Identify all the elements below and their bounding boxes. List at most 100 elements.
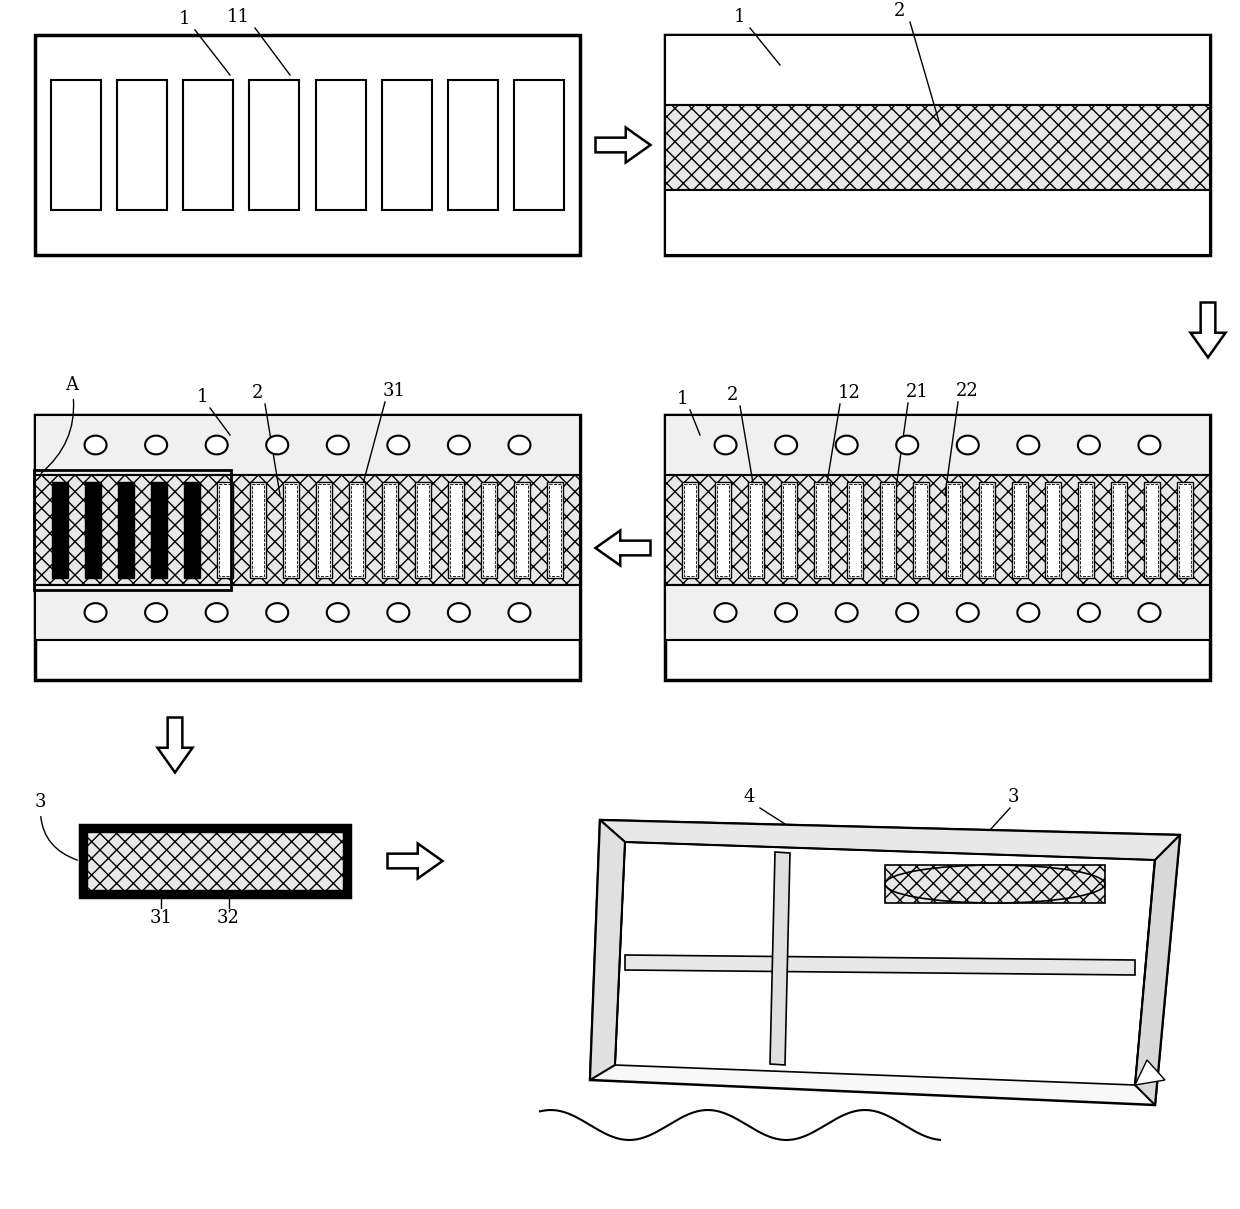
- Bar: [184, 482, 200, 578]
- Bar: [81, 825, 350, 897]
- Bar: [515, 482, 529, 578]
- Bar: [913, 482, 929, 578]
- Bar: [885, 864, 1105, 903]
- Bar: [1114, 484, 1125, 575]
- Ellipse shape: [714, 435, 737, 455]
- Bar: [35, 415, 580, 679]
- Bar: [384, 484, 396, 575]
- Bar: [682, 482, 698, 578]
- Bar: [665, 415, 1210, 679]
- Bar: [217, 482, 233, 578]
- Text: 1: 1: [196, 388, 208, 406]
- Bar: [1146, 484, 1158, 575]
- Text: 2: 2: [894, 2, 905, 21]
- Bar: [849, 484, 861, 575]
- Text: 2: 2: [727, 386, 738, 404]
- Bar: [87, 832, 343, 890]
- Bar: [1014, 484, 1025, 575]
- Bar: [816, 484, 828, 575]
- Bar: [513, 80, 564, 210]
- Bar: [549, 484, 560, 575]
- Text: 22: 22: [956, 382, 978, 400]
- Text: 12: 12: [838, 384, 861, 403]
- Bar: [1179, 484, 1190, 575]
- Bar: [946, 482, 962, 578]
- Polygon shape: [590, 820, 625, 1080]
- Bar: [1045, 482, 1061, 578]
- Ellipse shape: [206, 603, 228, 621]
- Bar: [35, 415, 580, 475]
- Bar: [980, 482, 994, 578]
- Bar: [882, 484, 894, 575]
- Bar: [448, 80, 497, 210]
- Ellipse shape: [775, 603, 797, 621]
- Ellipse shape: [387, 603, 409, 621]
- Polygon shape: [595, 127, 651, 162]
- Ellipse shape: [267, 603, 288, 621]
- Bar: [316, 482, 332, 578]
- Bar: [250, 482, 267, 578]
- Ellipse shape: [836, 435, 858, 455]
- Bar: [665, 415, 1210, 475]
- Ellipse shape: [1017, 603, 1039, 621]
- Ellipse shape: [448, 603, 470, 621]
- Bar: [665, 190, 1210, 255]
- Ellipse shape: [1138, 435, 1161, 455]
- Ellipse shape: [775, 435, 797, 455]
- Bar: [665, 35, 1210, 105]
- Bar: [283, 482, 299, 578]
- Polygon shape: [157, 717, 192, 773]
- Ellipse shape: [327, 435, 348, 455]
- Bar: [665, 475, 1210, 585]
- Ellipse shape: [1078, 603, 1100, 621]
- Bar: [86, 482, 100, 578]
- Bar: [782, 484, 795, 575]
- Ellipse shape: [714, 603, 737, 621]
- Polygon shape: [387, 844, 443, 879]
- Ellipse shape: [145, 435, 167, 455]
- Polygon shape: [615, 841, 1154, 1084]
- Polygon shape: [600, 820, 1180, 860]
- Bar: [184, 80, 233, 210]
- Polygon shape: [1135, 835, 1180, 1105]
- Bar: [1047, 484, 1059, 575]
- Text: 32: 32: [217, 909, 239, 927]
- Ellipse shape: [1138, 603, 1161, 621]
- Bar: [315, 80, 366, 210]
- Ellipse shape: [836, 603, 858, 621]
- Ellipse shape: [84, 603, 107, 621]
- Bar: [382, 482, 398, 578]
- Bar: [750, 484, 763, 575]
- Bar: [417, 484, 429, 575]
- Bar: [981, 484, 993, 575]
- Polygon shape: [625, 955, 1135, 974]
- Bar: [781, 482, 797, 578]
- Bar: [285, 484, 298, 575]
- Text: 31: 31: [150, 909, 172, 927]
- Ellipse shape: [957, 603, 978, 621]
- Bar: [1080, 484, 1092, 575]
- Bar: [33, 470, 231, 590]
- Text: 1: 1: [179, 10, 190, 28]
- Ellipse shape: [145, 603, 167, 621]
- Text: 11: 11: [227, 8, 250, 27]
- Bar: [847, 482, 863, 578]
- Ellipse shape: [1017, 435, 1039, 455]
- Bar: [252, 484, 264, 575]
- Text: 3: 3: [35, 793, 77, 860]
- Bar: [1012, 482, 1028, 578]
- Bar: [219, 484, 231, 575]
- Ellipse shape: [84, 435, 107, 455]
- Polygon shape: [1135, 1060, 1166, 1084]
- Text: 4: 4: [744, 788, 755, 806]
- Bar: [1177, 482, 1193, 578]
- Bar: [665, 105, 1210, 190]
- Bar: [880, 482, 897, 578]
- Ellipse shape: [885, 864, 1105, 903]
- Bar: [715, 482, 732, 578]
- Polygon shape: [595, 531, 651, 566]
- Ellipse shape: [387, 435, 409, 455]
- Bar: [949, 484, 960, 575]
- Text: 31: 31: [383, 382, 405, 400]
- Bar: [448, 482, 464, 578]
